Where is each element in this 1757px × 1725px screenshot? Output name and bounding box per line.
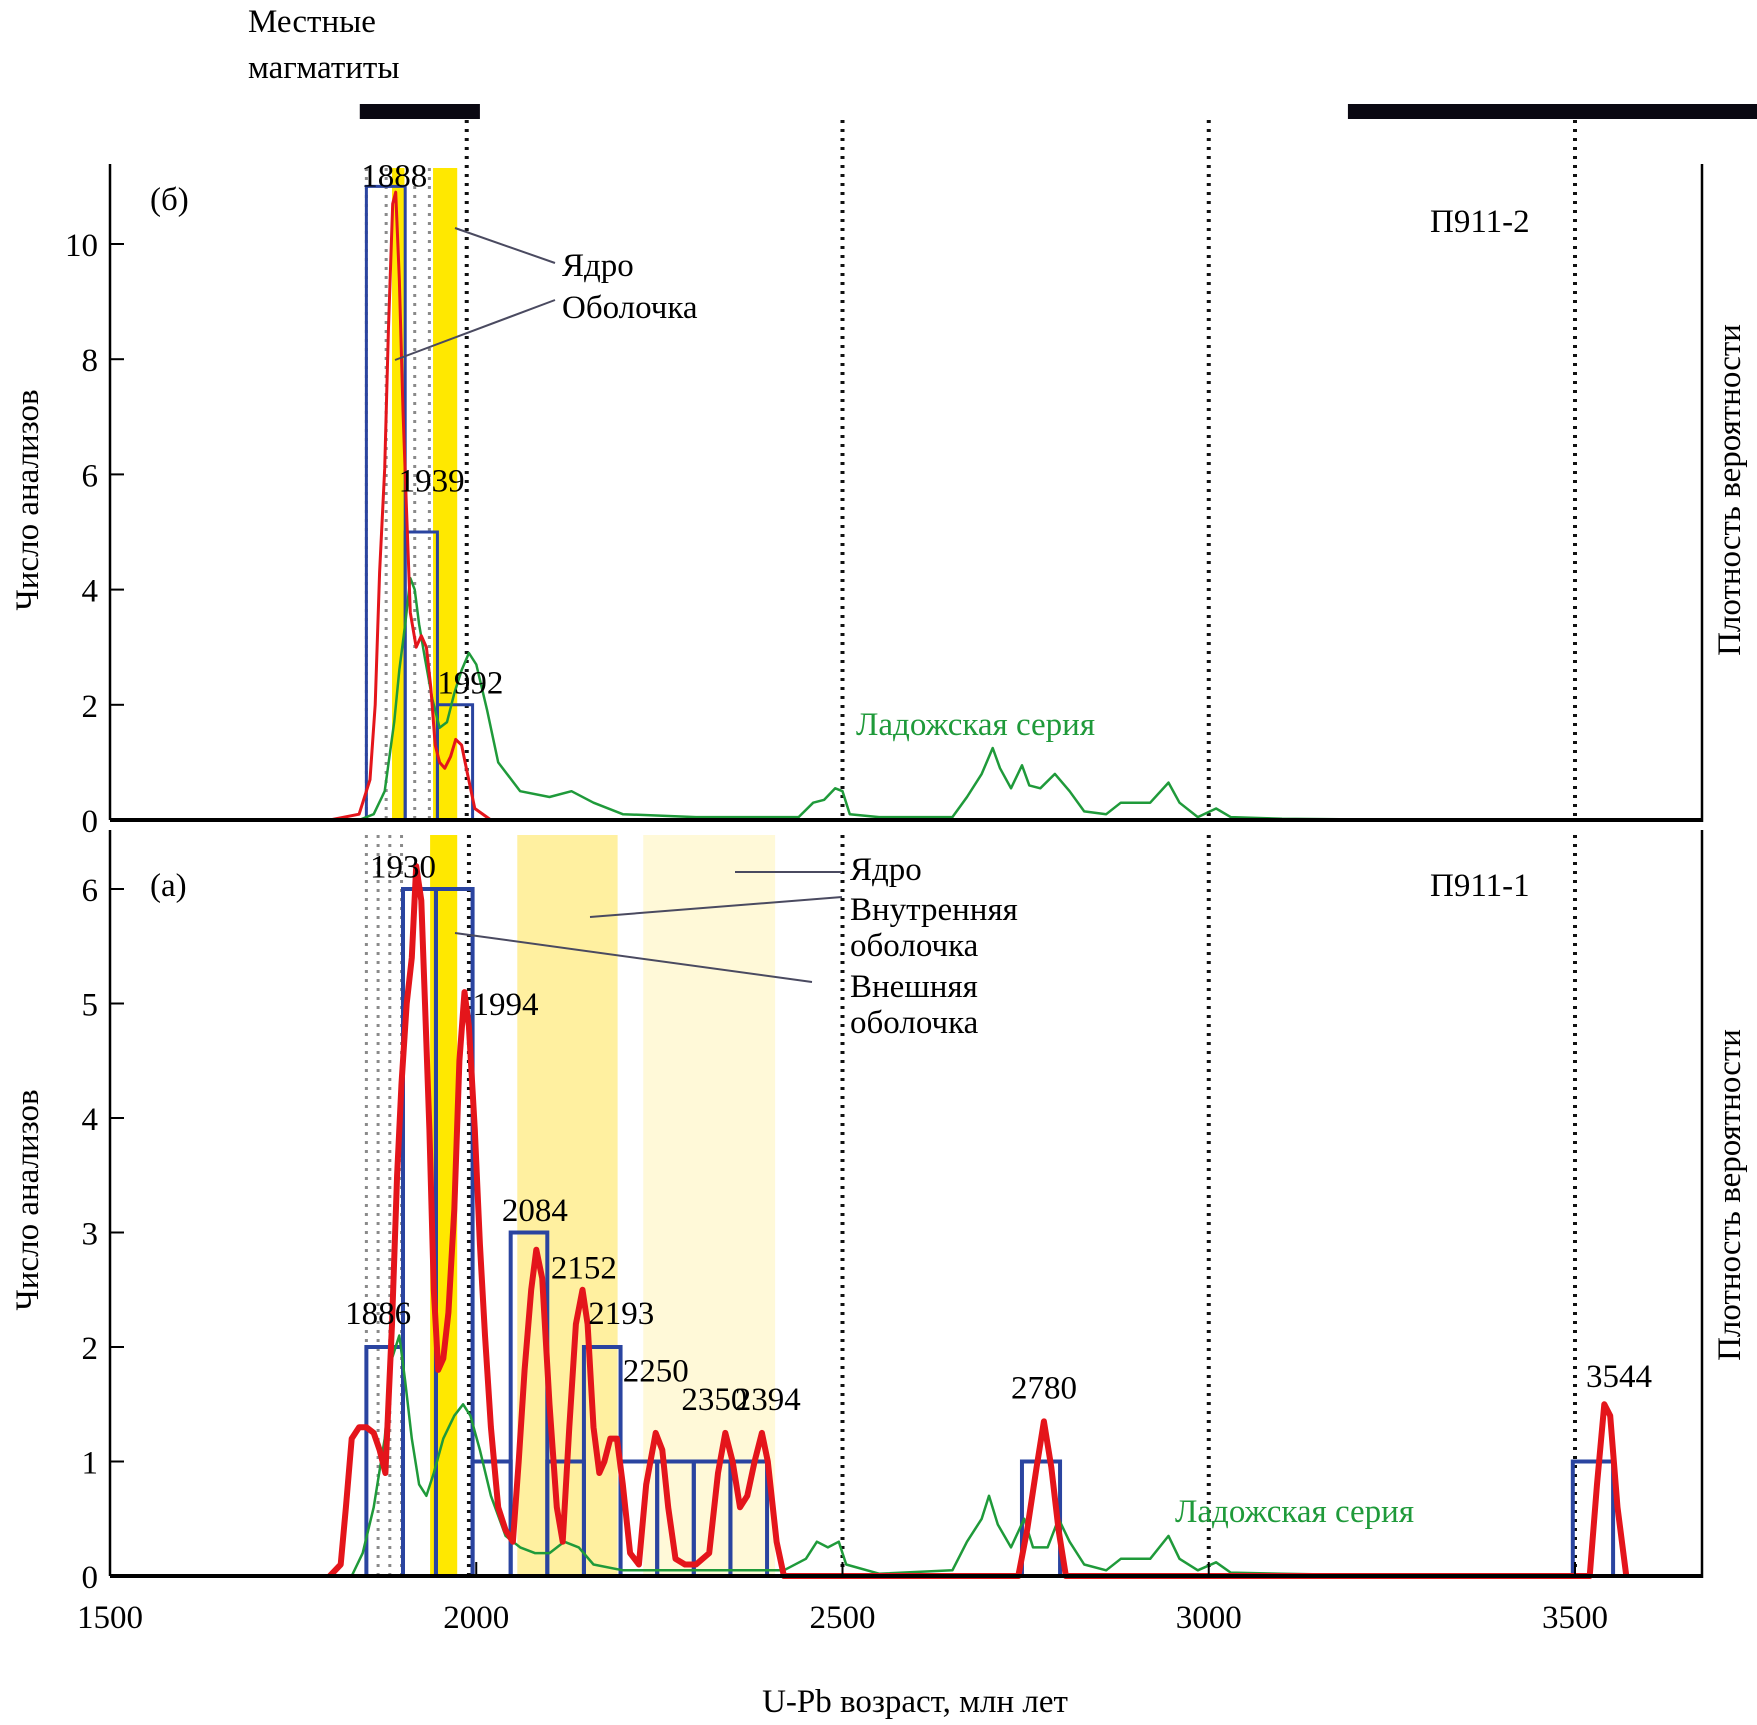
- x-tick-label: 1500: [77, 1600, 143, 1636]
- peak-label: 2780: [1011, 1371, 1077, 1407]
- top-bar-label-line2: магматиты: [248, 50, 400, 86]
- y-tick-label: 5: [82, 988, 99, 1024]
- peak-label: 2250: [623, 1353, 689, 1389]
- peak-label: 1992: [437, 665, 503, 701]
- x-axis-title: U-Pb возраст, млн лет: [762, 1684, 1068, 1720]
- labels: 0 2 4 6 8 10 1888 1939 1992 0 1 2 3 4 5 6 1886 1930 1994 20…: [65, 158, 1652, 1636]
- histogram-bin: [1570, 1459, 1616, 1576]
- panel-a-legend-inner-2: оболочка: [850, 928, 979, 964]
- peak-label: 2350: [681, 1382, 747, 1418]
- green-curve: [256, 1334, 1422, 1578]
- peak-label: 2084: [502, 1193, 568, 1229]
- histogram-bin: [435, 703, 475, 820]
- panel-a-ladoga-label: Ладожская серия: [1175, 1494, 1414, 1530]
- panel-b-sample: П911-2: [1430, 204, 1530, 240]
- peak-label: 1939: [399, 464, 465, 500]
- y-tick-label: 4: [82, 1102, 99, 1138]
- y-tick-label: 2: [82, 689, 99, 725]
- panel-a-legend-core: Ядро: [850, 852, 922, 888]
- panel-a-y2-title: Плотность вероятности: [1712, 1029, 1748, 1361]
- curves: [256, 190, 1630, 1579]
- x-tick-label: 2000: [443, 1600, 509, 1636]
- histogram-bin: [433, 887, 475, 1576]
- panel-a-sample: П911-1: [1430, 868, 1530, 904]
- panel-b-ladoga-label: Ладожская серия: [856, 707, 1095, 743]
- peak-label: 2193: [588, 1296, 654, 1332]
- panel-b-label: (б): [150, 182, 189, 218]
- y-tick-label: 4: [82, 574, 99, 610]
- green-curve: [256, 576, 1422, 822]
- y-tick-label: 0: [82, 804, 99, 840]
- top-bar-label-line1: Местные: [248, 4, 376, 40]
- y-tick-label: 6: [82, 873, 99, 909]
- panel-a-y-title: Число анализов: [10, 1089, 46, 1310]
- leader-line: [454, 932, 813, 983]
- red-curve: [327, 863, 1630, 1579]
- axes: [108, 104, 1757, 1578]
- peak-label: 1888: [361, 158, 427, 194]
- peak-label: 2394: [735, 1382, 801, 1418]
- leader-line: [454, 227, 556, 264]
- panel-a-label: (а): [150, 868, 187, 904]
- x-tick-label: 3500: [1542, 1600, 1608, 1636]
- top-age-bar: [359, 104, 480, 119]
- y-tick-label: 3: [82, 1217, 99, 1253]
- panel-a-legend-outer-1: Внешняя: [850, 969, 978, 1005]
- panel-b-legend-core: Ядро: [562, 248, 634, 284]
- y-tick-label: 2: [82, 1331, 99, 1367]
- panel-b-y2-title: Плотность вероятности: [1712, 324, 1748, 656]
- y-tick-label: 0: [82, 1560, 99, 1596]
- x-tick-label: 3000: [1176, 1600, 1242, 1636]
- peak-label: 1886: [345, 1296, 411, 1332]
- panel-a-legend-outer-2: оболочка: [850, 1005, 979, 1041]
- peak-label: 1994: [473, 987, 539, 1023]
- y-tick-label: 8: [82, 343, 99, 379]
- leader-line: [394, 299, 556, 361]
- top-age-bar: [1347, 104, 1757, 119]
- peak-label: 1930: [370, 850, 436, 886]
- x-tick-label: 2500: [810, 1600, 876, 1636]
- panel-b-legend-rim: Оболочка: [562, 290, 698, 326]
- red-curve: [329, 190, 492, 822]
- peak-label: 3544: [1586, 1359, 1652, 1395]
- leader-line: [589, 896, 843, 918]
- panel-a-legend-inner-1: Внутренняя: [850, 892, 1018, 928]
- panel-b-y-title: Число анализов: [10, 389, 46, 610]
- histogram-bin: [403, 530, 439, 820]
- y-tick-label: 6: [82, 458, 99, 494]
- y-tick-label: 1: [82, 1446, 99, 1482]
- peak-label: 2152: [551, 1250, 617, 1286]
- histogram-bin: [728, 1459, 770, 1576]
- y-tick-label: 10: [65, 228, 98, 264]
